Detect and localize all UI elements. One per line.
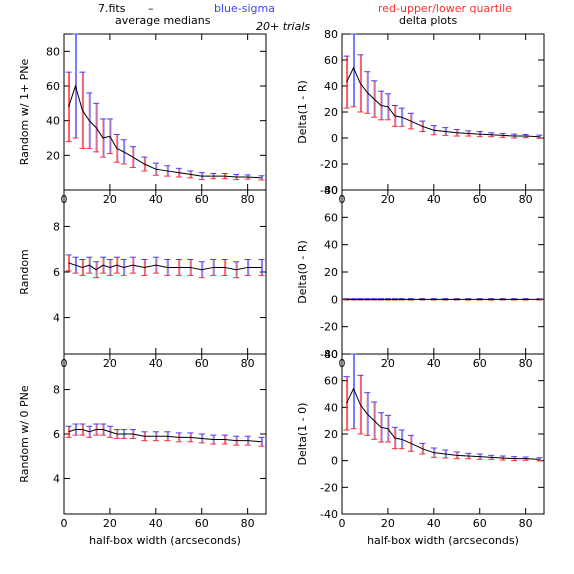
y-axis-label: Random w/ 1+ PNe bbox=[18, 58, 31, 165]
y-axis-label: Delta(1 - 0) bbox=[296, 403, 309, 466]
y-tick-label: 0 bbox=[331, 293, 338, 306]
y-tick-label: 60 bbox=[324, 211, 338, 224]
x-tick-label: 80 bbox=[241, 193, 255, 206]
median-line bbox=[68, 262, 262, 271]
y-tick-label: -40 bbox=[320, 348, 338, 361]
y-tick-label: 40 bbox=[324, 401, 338, 414]
y-tick-label: -40 bbox=[320, 508, 338, 521]
y-tick-label: -20 bbox=[320, 321, 338, 334]
x-tick-label: 40 bbox=[149, 517, 163, 530]
y-tick-label: 6 bbox=[53, 266, 60, 279]
y-axis-label: Random w/ 0 PNe bbox=[18, 385, 31, 483]
y-tick-label: 8 bbox=[53, 220, 60, 233]
y-tick-label: 20 bbox=[324, 266, 338, 279]
x-axis-label: half-box width (arcseconds) bbox=[89, 534, 241, 547]
y-tick-label: 0 bbox=[331, 132, 338, 145]
y-tick-label: 4 bbox=[53, 472, 60, 485]
x-tick-label: 40 bbox=[149, 193, 163, 206]
x-tick-label: 20 bbox=[381, 193, 395, 206]
x-tick-label: 60 bbox=[473, 193, 487, 206]
x-tick-label: 20 bbox=[381, 357, 395, 370]
figure-header: 7.fits – blue-sigma red-upper/lower quar… bbox=[98, 2, 512, 33]
y-tick-label: 4 bbox=[53, 312, 60, 325]
y-axis-label: Delta(0 - R) bbox=[296, 240, 309, 304]
y-tick-label: 40 bbox=[324, 239, 338, 252]
y-tick-label: 20 bbox=[324, 106, 338, 119]
y-tick-label: -40 bbox=[320, 184, 338, 197]
y-tick-label: 80 bbox=[324, 184, 338, 197]
x-tick-label: 0 bbox=[61, 517, 68, 530]
panel-left-bottom: 0 20 40 60 80 4 6 8 Random w/ 0 PNe half-box widt… bbox=[18, 353, 267, 547]
x-tick-label: 20 bbox=[381, 517, 395, 530]
y-tick-label: 20 bbox=[324, 428, 338, 441]
x-tick-label: 40 bbox=[149, 357, 163, 370]
y-tick-label: 0 bbox=[331, 455, 338, 468]
y-tick-label: -20 bbox=[320, 158, 338, 171]
x-tick-label: 80 bbox=[519, 517, 533, 530]
y-tick-label: 8 bbox=[53, 384, 60, 397]
plot-frame bbox=[63, 33, 267, 191]
x-tick-label: 60 bbox=[473, 357, 487, 370]
x-tick-label: 60 bbox=[195, 357, 209, 370]
y-tick-label: 40 bbox=[324, 80, 338, 93]
file-name: 7.fits bbox=[98, 2, 126, 15]
median-line bbox=[346, 66, 540, 138]
y-tick-label: -20 bbox=[320, 481, 338, 494]
left-column-title: average medians bbox=[115, 14, 211, 27]
x-tick-label: 60 bbox=[195, 193, 209, 206]
plot-frame bbox=[63, 353, 267, 515]
x-tick-label: 40 bbox=[427, 357, 441, 370]
y-tick-label: 60 bbox=[46, 80, 60, 93]
x-tick-label: 40 bbox=[427, 193, 441, 206]
trials-label: 20+ trials bbox=[256, 20, 310, 33]
x-tick-label: 80 bbox=[519, 193, 533, 206]
y-tick-label: 80 bbox=[324, 348, 338, 361]
y-tick-label: 60 bbox=[324, 375, 338, 388]
x-tick-label: 20 bbox=[103, 193, 117, 206]
x-tick-label: 60 bbox=[195, 517, 209, 530]
x-tick-label: 80 bbox=[241, 357, 255, 370]
y-tick-label: 80 bbox=[46, 45, 60, 58]
x-tick-label: 40 bbox=[427, 517, 441, 530]
y-axis-label: Random bbox=[18, 249, 31, 295]
x-tick-label: 80 bbox=[241, 517, 255, 530]
x-tick-label: 20 bbox=[103, 517, 117, 530]
header-dash: – bbox=[148, 2, 154, 15]
y-tick-label: 20 bbox=[46, 149, 60, 162]
median-line bbox=[68, 84, 262, 179]
y-tick-label: 60 bbox=[324, 54, 338, 67]
x-axis-label: half-box width (arcseconds) bbox=[367, 534, 519, 547]
y-tick-label: 80 bbox=[324, 28, 338, 41]
plot-frame bbox=[341, 353, 545, 515]
x-tick-label: 60 bbox=[473, 517, 487, 530]
median-line bbox=[68, 429, 262, 443]
x-tick-label: 80 bbox=[519, 357, 533, 370]
right-column-title: delta plots bbox=[399, 14, 457, 27]
plot-frame bbox=[341, 33, 545, 191]
y-axis-label: Delta(1 - R) bbox=[296, 80, 309, 144]
median-line bbox=[346, 387, 540, 460]
plot-frame bbox=[341, 189, 545, 355]
y-tick-label: 6 bbox=[53, 428, 60, 441]
legend-blue-sigma: blue-sigma bbox=[214, 2, 275, 15]
x-tick-label: 0 bbox=[339, 517, 346, 530]
x-tick-label: 20 bbox=[103, 357, 117, 370]
legend-red-quartile: red-upper/lower quartile bbox=[378, 2, 512, 15]
y-tick-label: 40 bbox=[46, 115, 60, 128]
